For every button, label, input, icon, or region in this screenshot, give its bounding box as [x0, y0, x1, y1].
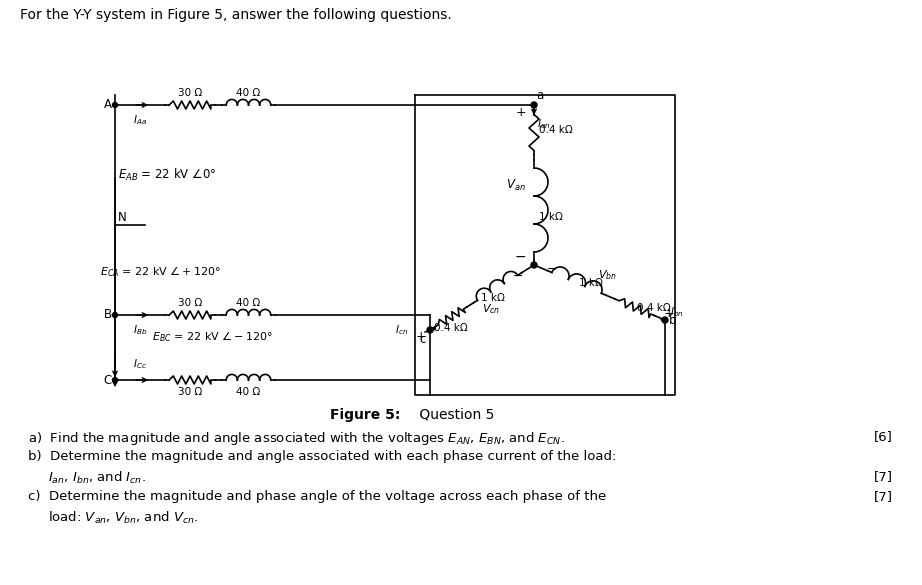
- Text: [7]: [7]: [874, 470, 893, 483]
- Text: Question 5: Question 5: [415, 408, 494, 422]
- Text: B: B: [104, 308, 112, 322]
- Text: a: a: [536, 89, 543, 102]
- Text: N: N: [118, 211, 126, 224]
- Text: c: c: [420, 333, 426, 346]
- Text: −: −: [514, 250, 526, 264]
- Text: 0.4 kΩ: 0.4 kΩ: [637, 304, 670, 314]
- Text: $I_{Cc}$: $I_{Cc}$: [133, 357, 147, 371]
- Text: 1 kΩ: 1 kΩ: [579, 278, 603, 288]
- Text: 30 Ω: 30 Ω: [178, 88, 202, 98]
- Text: 1 kΩ: 1 kΩ: [480, 292, 504, 303]
- Text: 0.4 kΩ: 0.4 kΩ: [539, 125, 573, 135]
- Text: 30 Ω: 30 Ω: [178, 387, 202, 397]
- Text: $I_{Bb}$: $I_{Bb}$: [133, 323, 148, 337]
- Circle shape: [112, 102, 117, 108]
- Text: 40 Ω: 40 Ω: [236, 298, 261, 308]
- Circle shape: [662, 317, 668, 323]
- Text: c)  Determine the magnitude and phase angle of the voltage across each phase of : c) Determine the magnitude and phase ang…: [28, 490, 607, 503]
- Text: [7]: [7]: [874, 490, 893, 503]
- Text: C: C: [104, 373, 112, 387]
- Circle shape: [427, 327, 433, 333]
- Circle shape: [112, 312, 117, 318]
- Text: $V_{cn}$: $V_{cn}$: [482, 302, 501, 315]
- Text: 40 Ω: 40 Ω: [236, 387, 261, 397]
- Text: $E_{BC}$ = 22 kV $\angle-120°$: $E_{BC}$ = 22 kV $\angle-120°$: [152, 329, 273, 345]
- Circle shape: [112, 377, 117, 383]
- Text: Figure 5:: Figure 5:: [330, 408, 400, 422]
- Circle shape: [531, 262, 537, 268]
- Text: 1 kΩ: 1 kΩ: [539, 212, 562, 222]
- Text: b)  Determine the magnitude and angle associated with each phase current of the : b) Determine the magnitude and angle ass…: [28, 450, 617, 463]
- Circle shape: [531, 102, 537, 108]
- Text: 30 Ω: 30 Ω: [178, 298, 202, 308]
- Text: $I_{bn}$: $I_{bn}$: [670, 305, 684, 319]
- Text: +: +: [416, 330, 426, 343]
- Text: $I_{an}$, $I_{bn}$, and $I_{cn}$.: $I_{an}$, $I_{bn}$, and $I_{cn}$.: [48, 470, 146, 486]
- Text: $V_{an}$: $V_{an}$: [506, 177, 526, 192]
- Text: 0.4 kΩ: 0.4 kΩ: [434, 323, 467, 333]
- Text: −: −: [547, 263, 558, 276]
- Text: [6]: [6]: [874, 430, 893, 443]
- Text: $I_{an}$: $I_{an}$: [537, 117, 550, 131]
- Text: $I_{cn}$: $I_{cn}$: [395, 323, 408, 337]
- Text: $V_{bn}$: $V_{bn}$: [597, 269, 617, 283]
- Text: $I_{Aa}$: $I_{Aa}$: [133, 113, 147, 127]
- Text: $E_{AB}$ = 22 kV $\angle 0°$: $E_{AB}$ = 22 kV $\angle 0°$: [118, 167, 217, 183]
- Text: +: +: [515, 106, 526, 119]
- Text: For the Y-Y system in Figure 5, answer the following questions.: For the Y-Y system in Figure 5, answer t…: [20, 8, 452, 22]
- Text: +: +: [664, 307, 675, 320]
- Text: b: b: [669, 314, 677, 326]
- Text: a)  Find the magnitude and angle associated with the voltages $E_{AN}$, $E_{BN}$: a) Find the magnitude and angle associat…: [28, 430, 565, 447]
- Text: 40 Ω: 40 Ω: [236, 88, 261, 98]
- Text: A: A: [104, 98, 112, 112]
- Text: load: $V_{an}$, $V_{bn}$, and $V_{cn}$.: load: $V_{an}$, $V_{bn}$, and $V_{cn}$.: [48, 510, 198, 526]
- Text: $E_{CA}$ = 22 kV $\angle+120°$: $E_{CA}$ = 22 kV $\angle+120°$: [100, 264, 221, 280]
- Text: −: −: [514, 270, 524, 283]
